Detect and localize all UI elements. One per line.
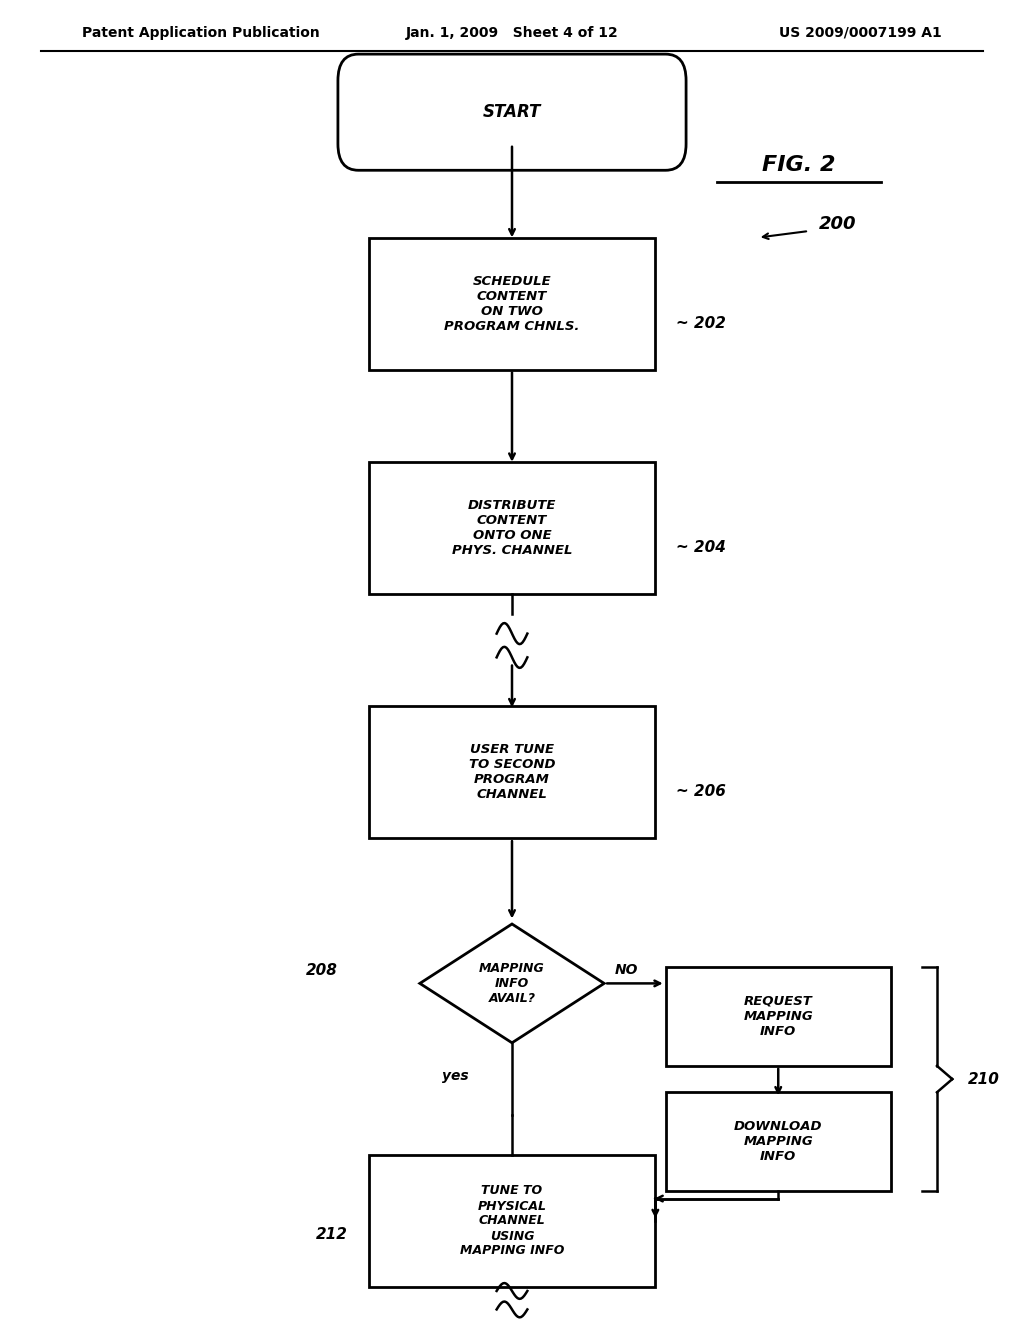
FancyBboxPatch shape — [369, 238, 655, 370]
Text: 212: 212 — [316, 1226, 348, 1242]
Text: NO: NO — [614, 964, 638, 977]
Text: SCHEDULE
CONTENT
ON TWO
PROGRAM CHNLS.: SCHEDULE CONTENT ON TWO PROGRAM CHNLS. — [444, 275, 580, 333]
Text: Patent Application Publication: Patent Application Publication — [82, 26, 319, 40]
Text: Jan. 1, 2009   Sheet 4 of 12: Jan. 1, 2009 Sheet 4 of 12 — [406, 26, 618, 40]
Text: ~ 204: ~ 204 — [676, 540, 726, 556]
Text: START: START — [482, 103, 542, 121]
Text: REQUEST
MAPPING
INFO: REQUEST MAPPING INFO — [743, 995, 813, 1038]
FancyBboxPatch shape — [666, 1093, 891, 1191]
FancyBboxPatch shape — [338, 54, 686, 170]
FancyBboxPatch shape — [369, 462, 655, 594]
Text: TUNE TO
PHYSICAL
CHANNEL
USING
MAPPING INFO: TUNE TO PHYSICAL CHANNEL USING MAPPING I… — [460, 1184, 564, 1258]
Text: DISTRIBUTE
CONTENT
ONTO ONE
PHYS. CHANNEL: DISTRIBUTE CONTENT ONTO ONE PHYS. CHANNE… — [452, 499, 572, 557]
Text: ~ 202: ~ 202 — [676, 315, 726, 331]
Text: US 2009/0007199 A1: US 2009/0007199 A1 — [779, 26, 942, 40]
FancyBboxPatch shape — [666, 966, 891, 1067]
Text: DOWNLOAD
MAPPING
INFO: DOWNLOAD MAPPING INFO — [734, 1121, 822, 1163]
Text: 208: 208 — [306, 962, 338, 978]
Text: 200: 200 — [819, 215, 857, 234]
FancyBboxPatch shape — [369, 706, 655, 838]
Text: yes: yes — [442, 1069, 469, 1084]
Polygon shape — [420, 924, 604, 1043]
FancyBboxPatch shape — [369, 1155, 655, 1287]
Text: MAPPING
INFO
AVAIL?: MAPPING INFO AVAIL? — [479, 962, 545, 1005]
Text: 210: 210 — [968, 1072, 999, 1086]
Text: FIG. 2: FIG. 2 — [762, 154, 836, 176]
Text: ~ 206: ~ 206 — [676, 784, 726, 800]
Text: USER TUNE
TO SECOND
PROGRAM
CHANNEL: USER TUNE TO SECOND PROGRAM CHANNEL — [469, 743, 555, 801]
